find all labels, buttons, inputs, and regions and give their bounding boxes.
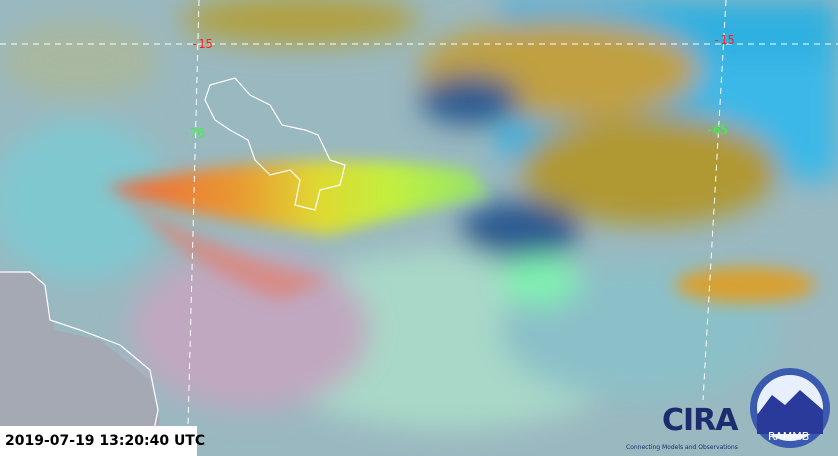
graticule: [0, 0, 838, 427]
longitude-label-right: -65: [706, 123, 728, 137]
land-region: [0, 270, 160, 456]
latitude-label-left: -15: [191, 37, 213, 51]
country-border: [204, 77, 346, 211]
cira-tagline: Connecting Models and Observations: [626, 444, 738, 451]
coastline: [0, 271, 159, 441]
cira-logo: CIRA: [662, 403, 738, 438]
timestamp-label: 2019-07-19 13:20:40 UTC: [0, 426, 205, 456]
cloud-field: [0, 0, 838, 430]
longitude-label-left: -70: [183, 126, 205, 140]
rammb-logo: [750, 368, 830, 448]
rammb-logo-text: RAMMB: [768, 430, 810, 443]
latitude-label-right: -15: [713, 33, 735, 47]
